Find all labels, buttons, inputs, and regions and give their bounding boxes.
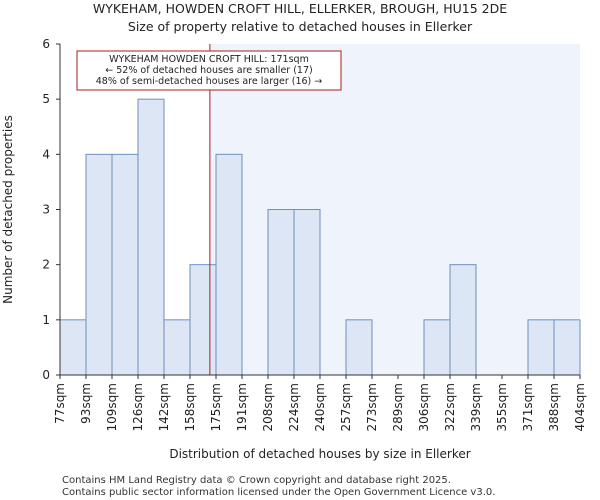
y-tick-label: 4	[42, 147, 50, 161]
y-tick-label: 2	[42, 258, 50, 272]
bar-322sqm	[449, 264, 477, 376]
annotation-line-2: ← 52% of detached houses are smaller (17…	[105, 65, 312, 76]
x-tick-label: 273sqm	[365, 383, 379, 431]
annotation-line-3: 48% of semi-detached houses are larger (…	[96, 76, 323, 87]
bar-371sqm	[527, 319, 555, 376]
y-axis-label: Number of detached properties	[1, 115, 15, 304]
y-tick-label: 3	[42, 203, 50, 217]
x-tick-label: 158sqm	[183, 383, 197, 431]
x-tick-label: 142sqm	[157, 383, 171, 431]
bar-93sqm	[85, 153, 113, 376]
x-axis-label: Distribution of detached houses by size …	[169, 447, 470, 461]
bar-175sqm	[215, 153, 243, 376]
x-ticks: 77sqm 93sqm 109sqm 126sqm 142sqm 158sqm 175sqm…	[53, 375, 587, 431]
x-tick-label: 355sqm	[495, 383, 509, 431]
bar-109sqm	[111, 153, 139, 376]
y-tick-label: 0	[42, 368, 50, 382]
x-tick-label: 77sqm	[53, 383, 67, 424]
y-tick-label: 5	[42, 92, 50, 106]
bar-126sqm	[137, 98, 165, 376]
x-tick-label: 224sqm	[287, 383, 301, 431]
x-tick-label: 240sqm	[313, 383, 327, 431]
x-tick-label: 371sqm	[521, 383, 535, 431]
annotation-line-1: WYKEHAM HOWDEN CROFT HILL: 171sqm	[109, 54, 309, 65]
x-tick-label: 322sqm	[443, 383, 457, 431]
x-tick-label: 257sqm	[339, 383, 353, 431]
annotation-border	[76, 50, 342, 91]
y-ticks: 0 1 2 3 4 5 6	[42, 37, 60, 382]
x-tick-label: 388sqm	[547, 383, 561, 431]
x-tick-label: 339sqm	[469, 383, 483, 431]
bar-306sqm	[423, 319, 451, 376]
x-tick-label: 289sqm	[391, 383, 405, 431]
y-tick-label: 1	[42, 313, 50, 327]
chart-title: WYKEHAM, HOWDEN CROFT HILL, ELLERKER, BR…	[93, 1, 507, 16]
x-tick-label: 191sqm	[235, 383, 249, 431]
chart-subtitle: Size of property relative to detached ho…	[128, 19, 473, 34]
bar-77sqm	[59, 319, 87, 376]
bar-388sqm	[553, 319, 581, 376]
bar-142sqm	[163, 319, 191, 376]
x-tick-label: 109sqm	[105, 383, 119, 431]
bars	[59, 98, 581, 376]
x-tick-label: 404sqm	[573, 383, 587, 431]
y-tick-label: 6	[42, 37, 50, 51]
footer-line-2: Contains public sector information licen…	[62, 487, 495, 498]
x-tick-label: 93sqm	[79, 383, 93, 424]
bar-208sqm	[267, 209, 295, 376]
footer-line-1: Contains HM Land Registry data © Crown c…	[62, 475, 451, 486]
x-tick-label: 175sqm	[209, 383, 223, 431]
x-tick-label: 306sqm	[417, 383, 431, 431]
bar-224sqm	[293, 209, 321, 376]
plot-area: WYKEHAM HOWDEN CROFT HILL: 171sqm ← 52% …	[42, 37, 587, 431]
bar-158sqm	[189, 264, 217, 376]
x-tick-label: 208sqm	[261, 383, 275, 431]
bar-257sqm	[345, 319, 373, 376]
larger-region-background	[209, 44, 580, 375]
x-tick-label: 126sqm	[131, 383, 145, 431]
annotation-box: WYKEHAM HOWDEN CROFT HILL: 171sqm ← 52% …	[76, 50, 342, 91]
